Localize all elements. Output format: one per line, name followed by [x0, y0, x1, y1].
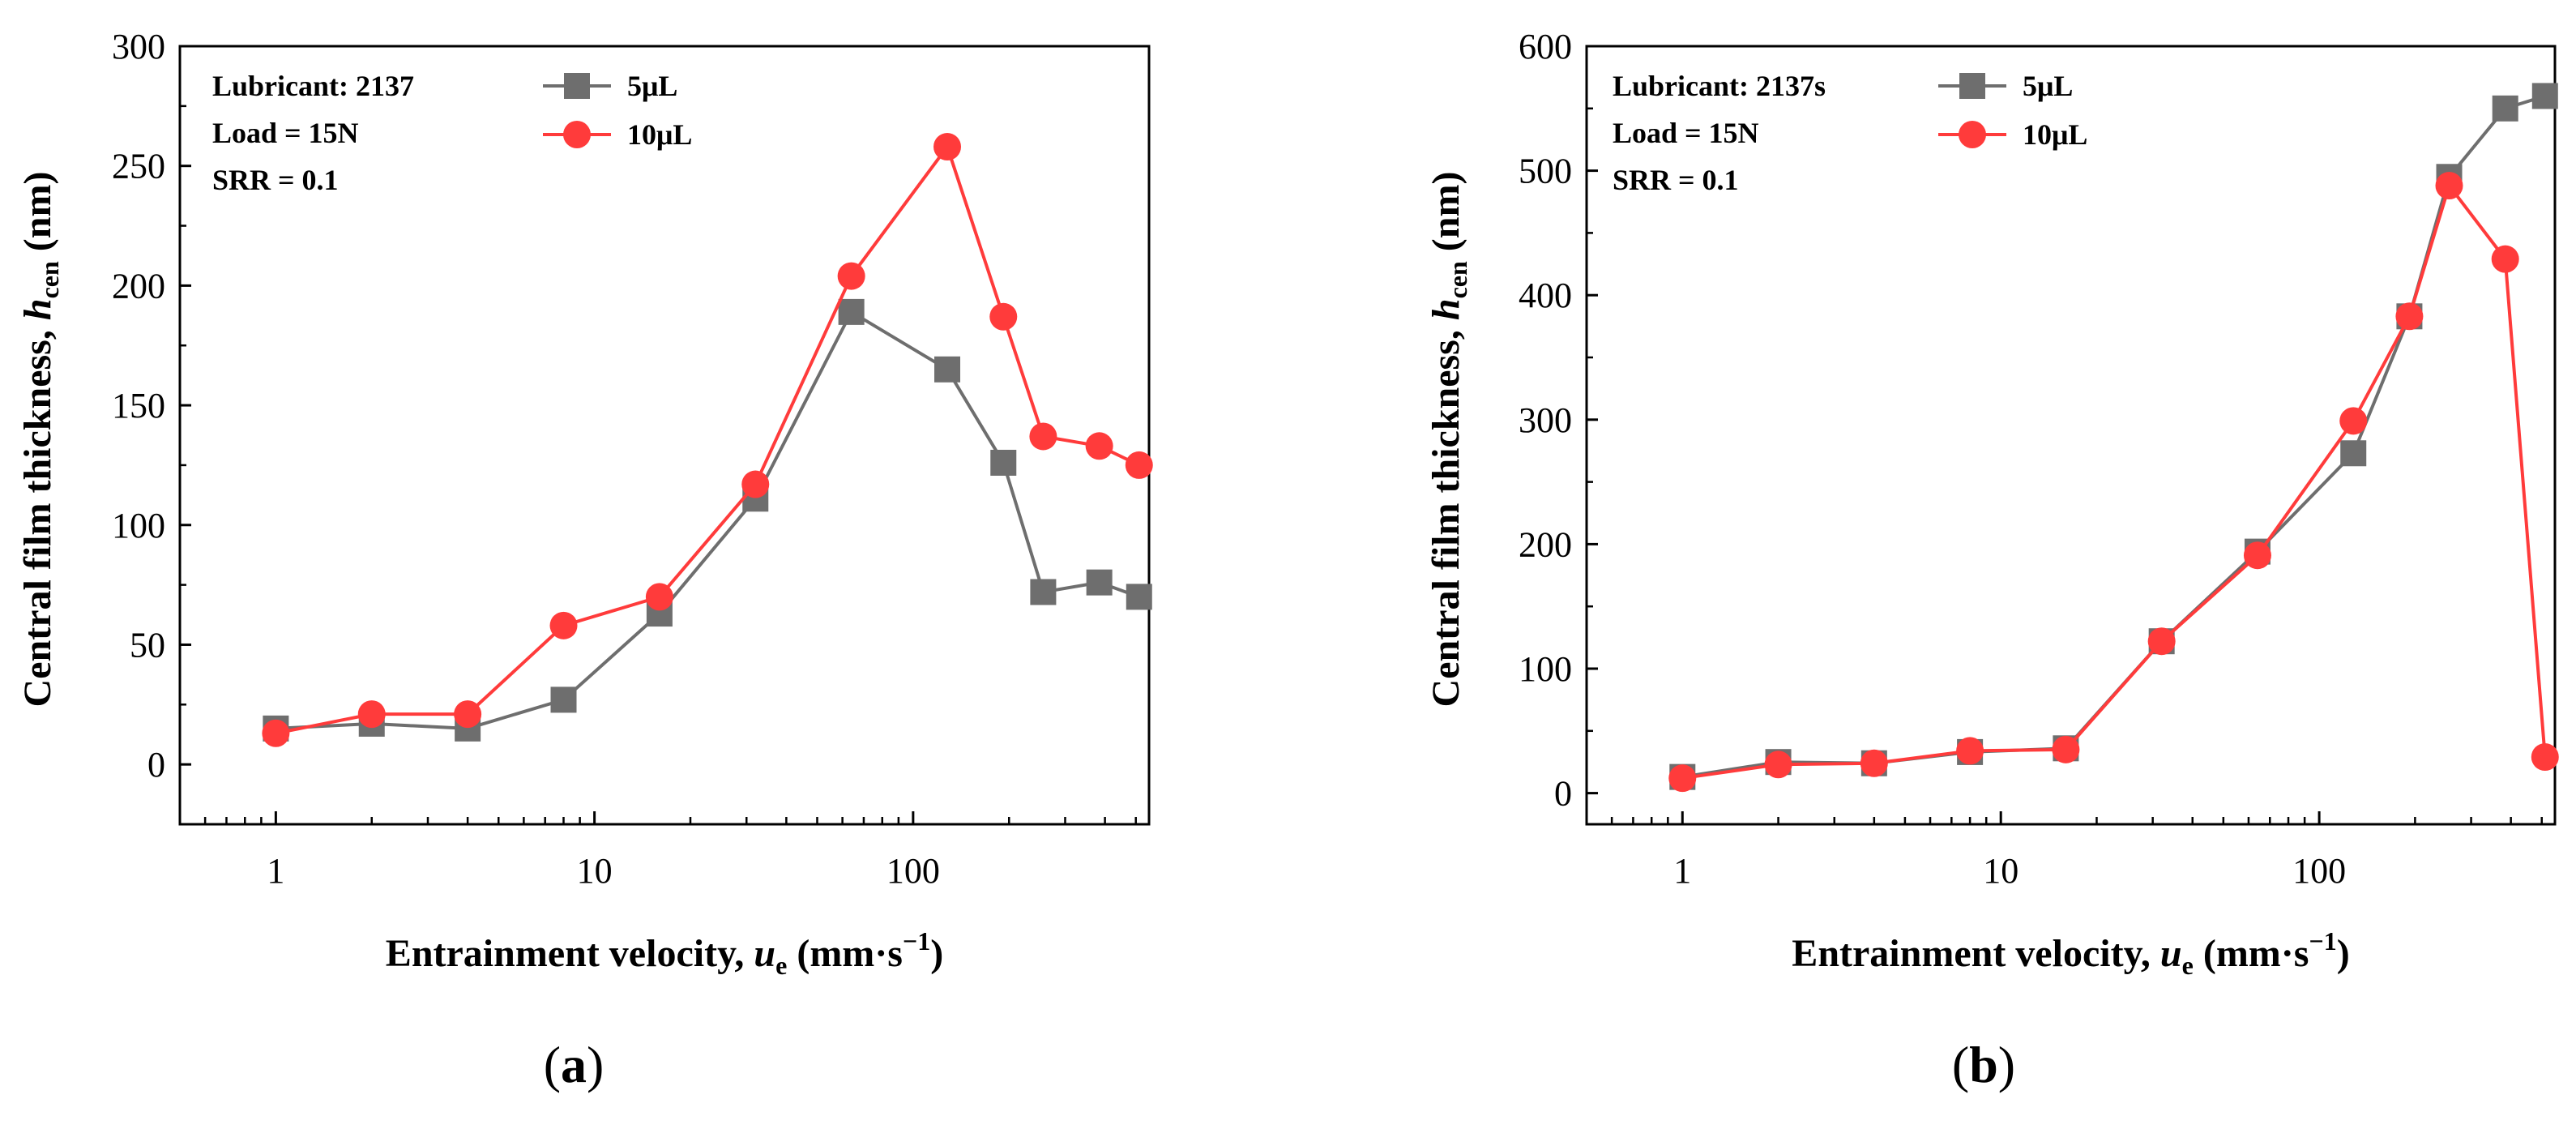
x-tick-label: 1: [1673, 851, 1691, 891]
legend-marker-circle: [563, 121, 591, 148]
y-tick-label: 100: [1519, 649, 1572, 689]
x-tick-label: 10: [1983, 851, 2019, 891]
y-tick-label: 0: [1554, 774, 1572, 814]
data-point-square: [934, 356, 961, 383]
legend-label: 10μL: [627, 118, 692, 151]
data-point-circle: [454, 700, 482, 729]
series-line-10μL: [1681, 182, 2547, 780]
annotation-text: Lubricant: 2137: [212, 70, 414, 102]
y-tick-label: 200: [112, 266, 165, 306]
y-tick-label: 50: [130, 625, 165, 665]
data-point-circle: [1860, 749, 1888, 777]
data-point-circle: [2243, 541, 2271, 570]
panel-caption: (a): [544, 1036, 604, 1093]
x-axis-title: Entrainment velocity, ue (mm·s−1): [386, 926, 943, 980]
panel-caption: (b): [1952, 1036, 2015, 1093]
series-line-5μL: [1681, 94, 2546, 779]
y-axis-title: Central film thickness, hcen (nm): [1425, 172, 1472, 708]
legend-label: 5μL: [2023, 70, 2073, 102]
data-point-circle: [1125, 451, 1153, 479]
data-point-circle: [1029, 422, 1057, 451]
data-point-square: [2531, 83, 2558, 109]
annotation-text: Load = 15N: [212, 117, 359, 149]
data-point-circle: [1956, 737, 1984, 765]
data-point-circle: [549, 611, 578, 639]
data-point-square: [838, 298, 865, 325]
y-tick-label: 400: [1519, 276, 1572, 315]
data-point-circle: [2147, 627, 2176, 656]
data-point-square: [550, 686, 577, 713]
data-point-circle: [357, 700, 386, 729]
legend-label: 5μL: [627, 70, 677, 102]
x-axis-title: Entrainment velocity, ue (mm·s−1): [1792, 926, 2349, 980]
y-axis-title: Central film thickness, hcen (nm): [16, 172, 64, 708]
y-tick-label: 0: [147, 745, 165, 785]
chart-panel-b: 0 100 200 300 400 500 600 1 10 100 Central film th…: [1425, 27, 2559, 1093]
annotation-text: Load = 15N: [1613, 117, 1759, 149]
data-point-circle: [2491, 245, 2519, 273]
data-point-square: [1086, 569, 1113, 596]
y-tick-label: 100: [112, 506, 165, 545]
annotation-text: SRR = 0.1: [1613, 164, 1739, 196]
y-tick-label: 500: [1519, 152, 1572, 191]
data-point-circle: [2435, 172, 2463, 200]
x-tick-label: 1: [267, 851, 284, 891]
data-point-circle: [1668, 764, 1697, 793]
data-point-circle: [2052, 735, 2080, 763]
y-tick-label: 200: [1519, 524, 1572, 564]
data-point-square: [1030, 579, 1057, 605]
data-point-circle: [262, 719, 290, 747]
plot-frame: [1585, 45, 2557, 826]
data-point-circle: [1085, 432, 1113, 460]
legend-label: 10μL: [2023, 118, 2087, 151]
data-point-circle: [645, 583, 673, 611]
x-tick-label: 100: [2292, 851, 2346, 891]
data-point-circle: [741, 470, 770, 498]
series-line-10μL: [275, 143, 1140, 735]
y-tick-label: 600: [1519, 27, 1572, 66]
x-tick-label: 10: [577, 851, 613, 891]
data-point-circle: [2339, 407, 2368, 435]
data-point-circle: [2395, 302, 2424, 331]
data-point-circle: [837, 262, 865, 290]
data-point-circle: [989, 302, 1018, 331]
data-point-circle: [1764, 751, 1792, 779]
y-tick-label: 300: [112, 27, 165, 66]
data-point-square: [2492, 95, 2518, 122]
legend-marker-square: [564, 73, 590, 99]
legend-marker-square: [1959, 73, 1985, 99]
data-point-square: [1126, 584, 1152, 610]
y-tick-label: 250: [112, 147, 165, 186]
plot-frame: [178, 45, 1151, 826]
x-tick-label: 100: [886, 851, 940, 891]
legend-marker-circle: [1959, 121, 1986, 148]
y-tick-label: 150: [112, 386, 165, 426]
y-tick-label: 300: [1519, 400, 1572, 440]
annotation-text: SRR = 0.1: [212, 164, 339, 196]
series-line-5μL: [276, 310, 1140, 730]
data-point-circle: [933, 133, 962, 161]
chart-panel-a: 0 50 100 150 200 250 300 1 10 100 Central film thi…: [16, 27, 1153, 1093]
data-point-square: [990, 449, 1017, 476]
data-point-square: [2340, 440, 2367, 467]
data-point-circle: [2531, 743, 2559, 772]
annotation-text: Lubricant: 2137s: [1613, 70, 1826, 102]
